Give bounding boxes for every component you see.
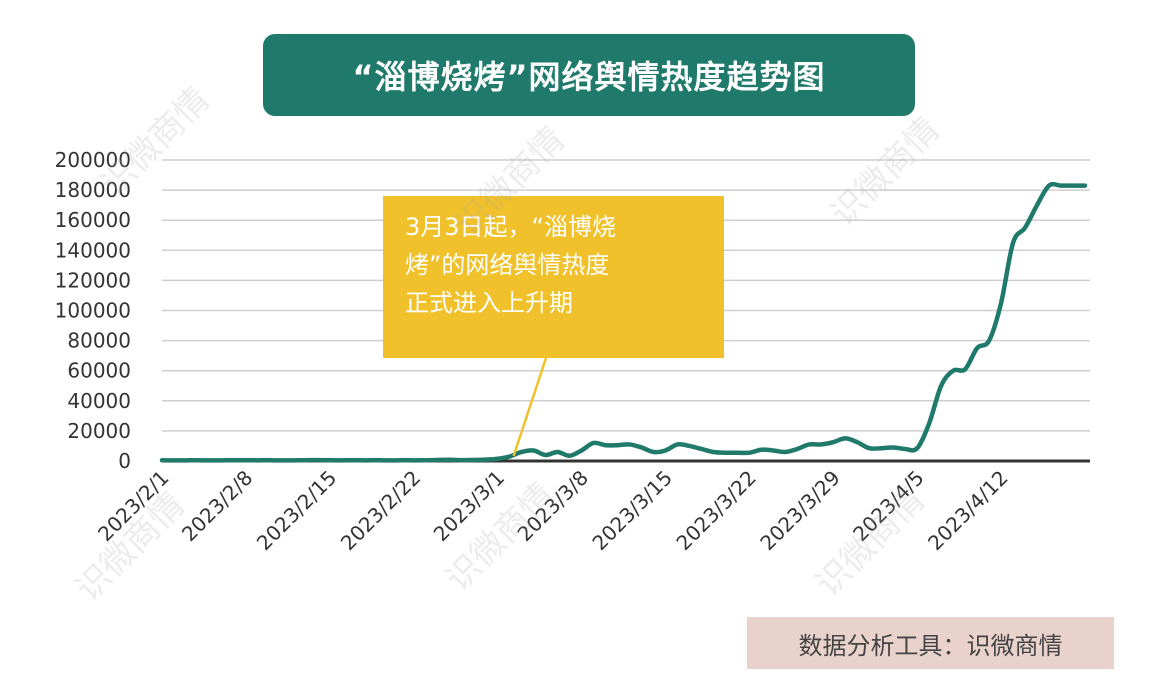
y-tick-label: 60000 — [67, 359, 131, 383]
y-tick-label: 20000 — [67, 419, 131, 443]
y-tick-label: 140000 — [55, 238, 131, 262]
annotation-pointer — [512, 357, 548, 457]
x-tick-label: 2023/2/8 — [177, 466, 257, 546]
y-tick-label: 80000 — [67, 329, 131, 353]
x-tick-label: 2023/3/1 — [429, 466, 509, 546]
x-tick-label: 2023/3/8 — [513, 466, 593, 546]
chart-title: “淄博烧烤”网络舆情热度趋势图 — [263, 34, 915, 116]
x-tick-label: 2023/3/15 — [587, 466, 676, 555]
x-tick-label: 2023/4/5 — [848, 466, 928, 546]
x-tick-label: 2023/4/12 — [923, 466, 1012, 555]
y-tick-label: 0 — [118, 449, 131, 473]
y-tick-label: 100000 — [55, 299, 131, 323]
annotation-line-2: 烤”的网络舆情热度 — [405, 251, 610, 279]
x-tick-label: 2023/2/1 — [93, 466, 173, 546]
y-tick-label: 40000 — [67, 389, 131, 413]
y-tick-label: 180000 — [55, 178, 131, 202]
series-line — [159, 181, 1088, 463]
annotation-line-1: 3月3日起，“淄博烧 — [405, 213, 616, 241]
x-tick-label: 2023/2/15 — [252, 466, 341, 555]
x-tick-label: 2023/3/22 — [671, 466, 760, 555]
annotation-line-3: 正式进入上升期 — [405, 289, 573, 317]
y-tick-label: 200000 — [55, 148, 131, 172]
y-tick-label: 120000 — [55, 268, 131, 292]
annotation-callout: 3月3日起，“淄博烧 烤”的网络舆情热度 正式进入上升期 — [383, 196, 724, 358]
y-tick-label: 160000 — [55, 208, 131, 232]
x-tick-label: 2023/3/29 — [755, 466, 844, 555]
data-source-label: 数据分析工具：识微商情 — [747, 617, 1114, 669]
x-tick-label: 2023/2/22 — [336, 466, 425, 555]
